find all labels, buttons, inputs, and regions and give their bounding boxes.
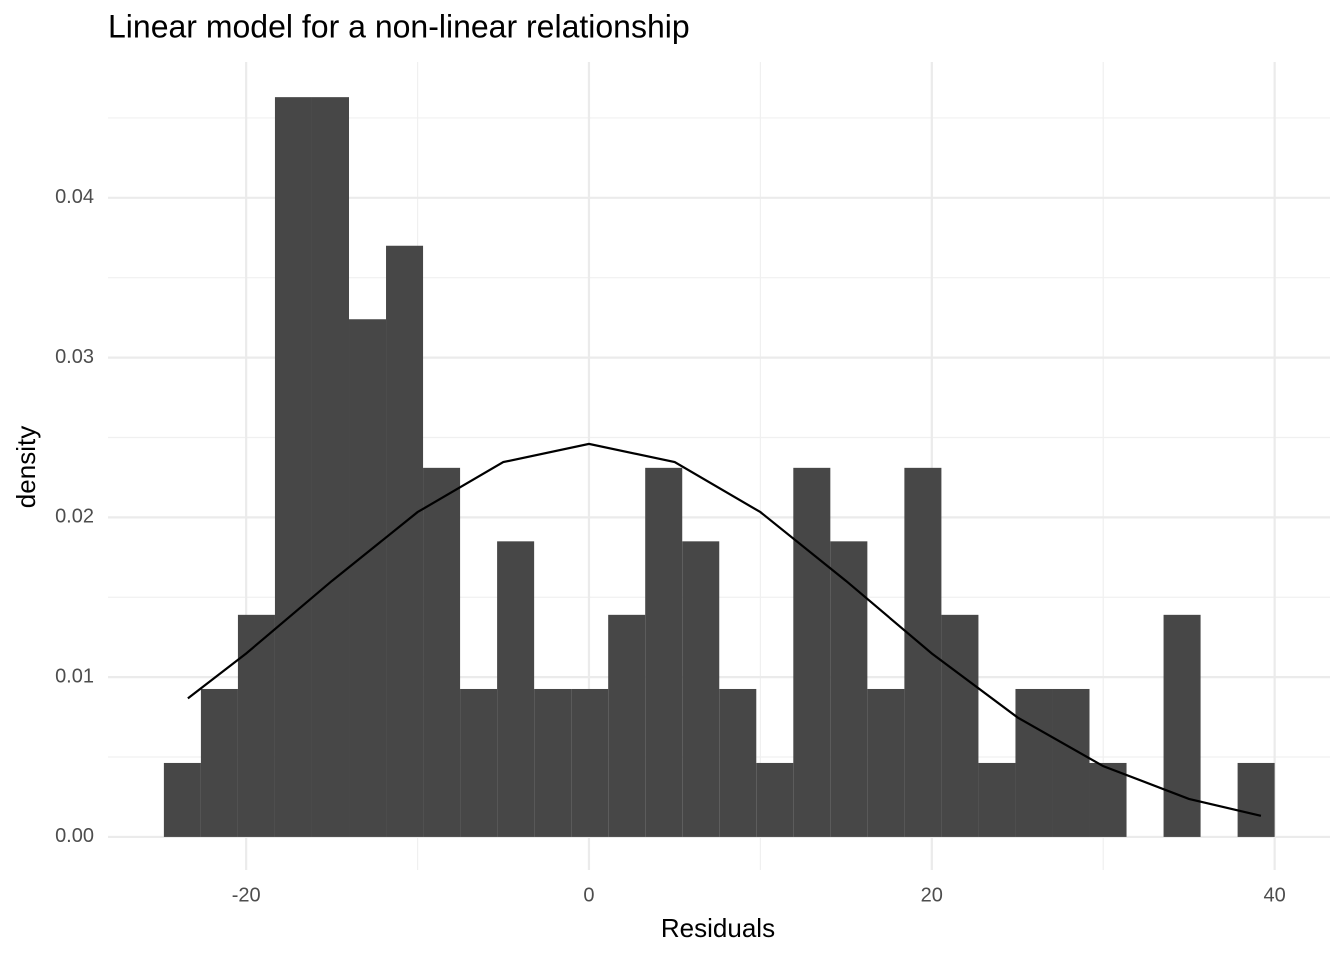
bar (274, 97, 312, 837)
bar (311, 97, 350, 837)
bar (682, 541, 720, 837)
bar (608, 614, 646, 837)
y-tick-label: 0.00 (55, 825, 94, 847)
x-tick-label: 0 (583, 884, 594, 906)
bar (1052, 688, 1090, 837)
bar (1015, 688, 1053, 837)
bar (237, 614, 275, 837)
bar (460, 688, 498, 837)
bar (571, 688, 609, 837)
bar (756, 762, 794, 837)
y-tick-label: 0.02 (55, 506, 94, 528)
x-tick-label: -20 (232, 884, 261, 906)
y-tick-label: 0.03 (55, 346, 94, 368)
bar (1163, 614, 1201, 837)
bar (941, 614, 979, 837)
bar (830, 541, 868, 837)
bar (200, 688, 238, 837)
density-curve (187, 442, 1262, 817)
bar (719, 688, 757, 837)
y-axis-title: density (11, 426, 41, 508)
bar (1237, 762, 1275, 837)
x-axis-title: Residuals (661, 913, 775, 943)
x-tick-label: 40 (1264, 884, 1286, 906)
bar (793, 467, 831, 837)
bar (645, 467, 683, 837)
y-tick-label: 0.01 (55, 665, 94, 687)
bar (1089, 762, 1127, 837)
bar (904, 467, 942, 837)
bar (497, 541, 535, 837)
bar (423, 467, 461, 837)
x-tick-label: 20 (921, 884, 943, 906)
bar (534, 688, 572, 837)
bar (349, 319, 387, 837)
bar (978, 762, 1016, 837)
bar (386, 245, 424, 837)
bar (163, 762, 201, 837)
chart-title: Linear model for a non-linear relationsh… (108, 8, 690, 44)
y-tick-label: 0.04 (55, 186, 94, 208)
bar (867, 688, 905, 837)
